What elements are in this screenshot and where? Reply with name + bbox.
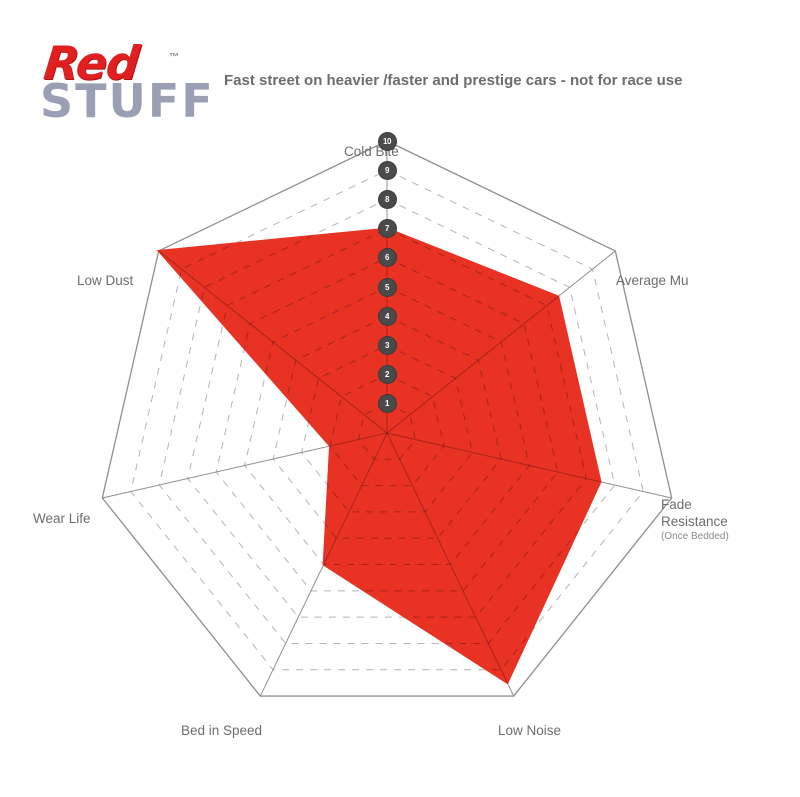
scale-badge-7: 7 <box>378 220 396 238</box>
scale-badge-5: 5 <box>378 278 396 296</box>
scale-badge-3: 3 <box>378 336 396 354</box>
radar-overlay-spoke-6 <box>158 250 388 434</box>
axis-label-wear-life: Wear Life <box>33 511 91 526</box>
radar-grid-overlay-ring-1 <box>357 403 417 460</box>
trademark-symbol: ™ <box>169 52 179 63</box>
radar-grid-ring-9 <box>130 169 644 671</box>
radar-chart-svg <box>101 140 673 697</box>
radar-grid-overlay-ring-4 <box>272 315 502 539</box>
radar-grid-ring-10 <box>101 140 673 697</box>
axis-label-average-mu: Average Mu <box>616 273 689 288</box>
radar-grid-ring-7 <box>187 228 587 618</box>
axis-label-fade-sublabel: (Once Bedded) <box>661 530 729 542</box>
scale-badge-2: 2 <box>378 366 396 384</box>
radar-grid-overlay-ring-6 <box>215 257 559 592</box>
scale-badge-6: 6 <box>378 249 396 267</box>
axis-label-fade-resistance: Fade Resistance (Once Bedded) <box>661 497 729 543</box>
axis-label-fade-line2: Resistance <box>661 513 728 529</box>
radar-grid-overlay-ring-3 <box>301 344 473 513</box>
axis-label-low-dust: Low Dust <box>77 273 134 288</box>
scale-badge-10: 10 <box>378 132 396 150</box>
radar-chart <box>0 120 800 780</box>
scale-badge-1: 1 <box>378 395 396 413</box>
axis-label-bed-in-speed: Bed in Speed <box>181 723 263 738</box>
radar-grid-ring-8 <box>158 198 616 644</box>
chart-title: Fast street on heavier /faster and prest… <box>224 72 683 89</box>
scale-badge-8: 8 <box>378 190 396 208</box>
radar-overlay-spoke-2 <box>386 432 601 499</box>
radar-data-polygon <box>156 227 602 685</box>
red-stuff-logo: Red ™ Stuff <box>38 36 228 136</box>
radar-series-red-stuff <box>156 227 602 685</box>
radar-overlay-spoke-3 <box>386 432 515 683</box>
axis-label-fade-line1: Fade <box>661 497 692 512</box>
logo-stuff-text: Stuff <box>40 74 215 128</box>
scale-badge-4: 4 <box>378 307 396 325</box>
radar-grid-overlay-ring-2 <box>329 374 445 487</box>
scale-badge-9: 9 <box>378 161 396 179</box>
axis-label-low-noise: Low Noise <box>498 723 562 738</box>
